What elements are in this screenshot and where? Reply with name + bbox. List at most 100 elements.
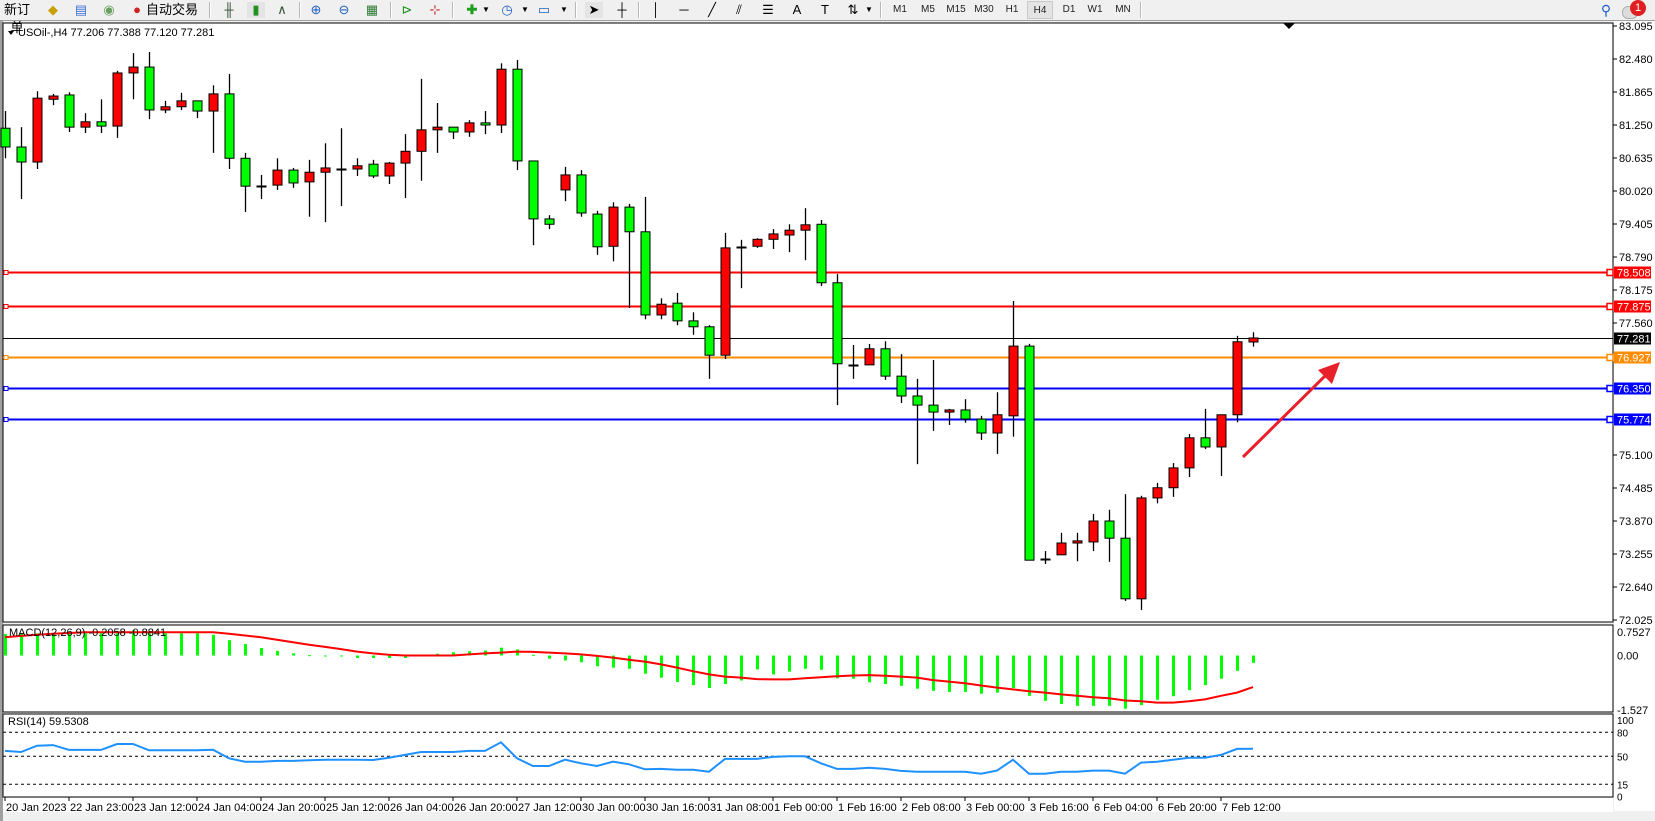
history-icon[interactable]: ▤ (74, 2, 88, 17)
macd-histogram-bar (724, 655, 727, 685)
timeframe-w1[interactable]: W1 (1087, 4, 1103, 15)
time-axis-background (3, 798, 1613, 812)
text-label-icon[interactable]: T (821, 2, 829, 17)
candle-bull (208, 93, 219, 112)
time-axis-label: 1 Feb 16:00 (838, 802, 897, 814)
indicators-icon[interactable]: ✚ (466, 2, 478, 17)
price-line-tag (1614, 266, 1651, 279)
periods-dropdown-icon[interactable]: ▼ (521, 5, 529, 14)
auto-scroll-icon[interactable]: ⊹ (429, 2, 441, 17)
time-axis-label: 25 Jan 12:00 (326, 802, 390, 814)
text-icon[interactable]: A (792, 2, 802, 17)
candle-bear (1024, 345, 1035, 561)
signals-icon[interactable]: ◉ (103, 2, 115, 17)
indicators-dropdown-icon[interactable]: ▼ (482, 5, 490, 14)
macd-histogram-bar (628, 655, 631, 669)
new-order-button[interactable]: 新订单 (3, 2, 30, 35)
arrows-icon[interactable]: ⇅ (847, 2, 859, 17)
macd-histogram-bar (852, 655, 855, 679)
price-axis-label: 73.255 (1619, 549, 1653, 561)
price-line-tag-label: 77.875 (1617, 302, 1651, 314)
candle-bear (576, 174, 587, 214)
chart-shift-marker-icon (1283, 23, 1295, 29)
metaeditor-icon[interactable]: ◆ (48, 2, 58, 17)
macd-histogram-bar (836, 655, 839, 679)
candle-bear (640, 231, 651, 316)
macd-histogram-bar (580, 655, 583, 663)
price-line-tag-label: 78.508 (1617, 268, 1651, 280)
symbol-menu-triangle-icon (8, 31, 14, 35)
macd-histogram-bar (868, 655, 871, 683)
timeframe-m1[interactable]: M1 (893, 4, 907, 15)
macd-histogram-bar (100, 633, 103, 656)
current-price-tag-label: 77.281 (1617, 334, 1651, 346)
macd-histogram-bar (1076, 655, 1079, 706)
auto-trading-icon[interactable]: ● (133, 2, 141, 17)
macd-histogram-bar (772, 655, 775, 675)
notification-badge[interactable]: 1 (1630, 0, 1646, 16)
candle-bear (896, 375, 907, 397)
horizontal-line-handle-icon (3, 386, 9, 391)
timeframe-m5[interactable]: M5 (921, 4, 935, 15)
time-axis-label: 30 Jan 16:00 (646, 802, 710, 814)
price-axis-label: 77.560 (1619, 318, 1653, 330)
trendline-icon[interactable]: ╱ (708, 2, 716, 17)
toolbar-separator (209, 2, 211, 18)
periods-icon[interactable]: ◷ (501, 2, 513, 17)
time-axis-label: 24 Jan 20:00 (262, 802, 326, 814)
timeframe-m15[interactable]: M15 (946, 4, 966, 15)
macd-histogram-bar (996, 655, 999, 693)
rsi-axis-label: 80 (1617, 728, 1629, 739)
timeframe-d1[interactable]: D1 (1062, 4, 1076, 15)
macd-histogram-bar (36, 633, 39, 656)
macd-histogram-bar (1124, 655, 1127, 709)
macd-histogram-bar (308, 655, 311, 657)
candle-bear (1104, 520, 1115, 539)
candle-bull (800, 224, 811, 231)
toolbar-separator (638, 2, 640, 18)
fibonacci-icon[interactable]: ☰ (762, 2, 774, 17)
crosshair-icon[interactable]: ┼ (617, 2, 627, 17)
time-axis-label: 3 Feb 16:00 (1030, 802, 1089, 814)
arrows-dropdown-icon[interactable]: ▼ (865, 5, 873, 14)
time-axis-label: 26 Jan 04:00 (390, 802, 454, 814)
candle-bear (832, 282, 843, 365)
candle-bull (784, 229, 795, 236)
main-price-panel (2, 22, 1614, 623)
macd-histogram-bar (4, 634, 7, 656)
price-axis-label: 78.175 (1619, 285, 1653, 297)
timeframe-h4[interactable]: H4 (1027, 1, 1053, 19)
macd-histogram-bar (52, 633, 55, 656)
bar-chart-icon[interactable]: ╫ (224, 2, 234, 17)
candlestick-icon[interactable]: ▮ (247, 2, 265, 18)
candle-bear (64, 94, 75, 128)
macd-axis-label: -1.527 (1617, 705, 1648, 717)
vertical-line-icon[interactable]: │ (651, 2, 661, 17)
timeframe-h1[interactable]: H1 (1005, 4, 1019, 15)
candle-bear (592, 213, 603, 248)
zoom-out-icon[interactable]: ⊖ (338, 2, 350, 17)
templates-dropdown-icon[interactable]: ▼ (560, 5, 568, 14)
macd-axis-label: 0.00 (1617, 651, 1638, 663)
auto-trading-button[interactable]: 自动交易 (146, 2, 199, 17)
chart-shift-icon[interactable]: ⊳ (401, 2, 413, 17)
candle-bull (1008, 345, 1019, 417)
cursor-icon[interactable]: ➤ (585, 2, 603, 18)
search-icon[interactable]: ⚲ (1600, 2, 1612, 18)
macd-histogram-bar (468, 651, 471, 656)
equidistant-channel-icon[interactable]: ⫽ (736, 2, 742, 17)
zoom-in-icon[interactable]: ⊕ (310, 2, 322, 17)
rsi-axis-label: 15 (1617, 780, 1629, 791)
macd-histogram-bar (548, 655, 551, 659)
templates-icon[interactable]: ▭ (537, 2, 551, 17)
horizontal-line-icon[interactable]: ─ (679, 2, 689, 17)
macd-histogram-bar (20, 633, 23, 656)
candle-bull (416, 129, 427, 152)
timeframe-m30[interactable]: M30 (974, 4, 994, 15)
line-chart-icon[interactable]: ∧ (277, 2, 287, 17)
candle-bull (1216, 414, 1227, 448)
candle-bear (448, 126, 459, 133)
tile-windows-icon[interactable]: ▦ (365, 2, 379, 17)
timeframe-mn[interactable]: MN (1115, 4, 1131, 15)
